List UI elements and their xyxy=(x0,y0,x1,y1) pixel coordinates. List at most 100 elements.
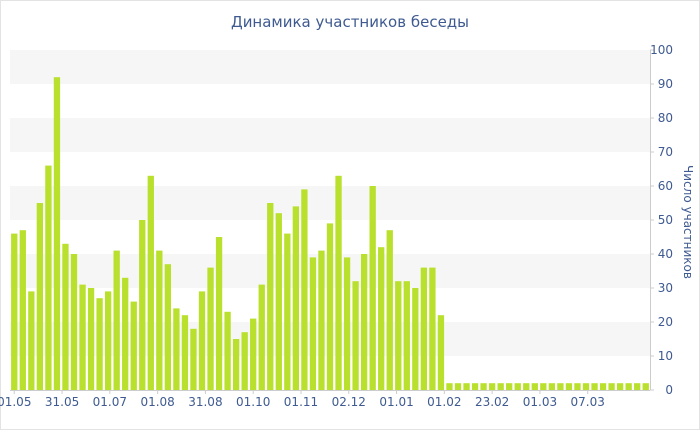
y-tick-label: 30 xyxy=(658,281,673,295)
bar xyxy=(437,315,445,390)
x-ticks: 01.05 31.05 01.07 01.08 31.08 01.10 01.11 02.12… xyxy=(0,390,605,409)
x-tick-label: 23.02 xyxy=(475,395,509,409)
bar xyxy=(574,383,581,390)
bar xyxy=(250,318,257,390)
bar xyxy=(506,383,513,390)
y-tick-label: 100 xyxy=(650,43,673,57)
bar xyxy=(360,254,368,390)
y-ticks: 0 10 20 30 40 50 60 70 80 90 100 xyxy=(650,43,673,397)
bar xyxy=(471,383,479,390)
bar xyxy=(215,237,223,390)
bar xyxy=(378,247,385,390)
x-tick-label: 31.08 xyxy=(188,395,222,409)
bar xyxy=(79,284,86,390)
grid-band xyxy=(10,50,650,84)
bar xyxy=(412,288,419,390)
bar xyxy=(181,315,189,390)
x-tick-label: 31.05 xyxy=(45,395,79,409)
bar xyxy=(45,165,52,390)
y-tick-label: 40 xyxy=(658,247,673,261)
bar xyxy=(326,223,334,390)
bar xyxy=(164,264,172,390)
grid-band xyxy=(10,118,650,152)
bar xyxy=(28,291,35,390)
bar xyxy=(232,339,240,390)
bar xyxy=(113,250,120,390)
bar xyxy=(523,383,530,390)
bar xyxy=(292,206,300,390)
bar xyxy=(352,281,359,390)
bar xyxy=(599,383,607,390)
bar xyxy=(139,220,146,390)
bar xyxy=(565,383,573,390)
bar xyxy=(11,233,18,390)
bar xyxy=(156,250,163,390)
bar xyxy=(309,257,317,390)
chart-title: Динамика участников беседы xyxy=(230,13,470,31)
bar xyxy=(267,203,274,390)
bar xyxy=(446,383,453,390)
bar xyxy=(241,332,248,390)
bar xyxy=(480,383,487,390)
x-tick-label: 01.02 xyxy=(427,395,461,409)
bar xyxy=(207,267,214,390)
bar xyxy=(301,189,308,390)
bar xyxy=(96,298,103,390)
bar xyxy=(284,233,291,390)
x-tick-label: 01.11 xyxy=(284,395,318,409)
bar xyxy=(497,383,504,390)
bar xyxy=(53,77,61,390)
bar xyxy=(557,383,564,390)
bar xyxy=(531,383,538,390)
bar xyxy=(36,203,44,390)
y-tick-label: 80 xyxy=(658,111,673,125)
bar xyxy=(190,328,197,390)
y-tick-label: 70 xyxy=(658,145,673,159)
y-tick-label: 90 xyxy=(658,77,673,91)
x-tick-label: 01.03 xyxy=(523,395,557,409)
bar xyxy=(634,383,641,390)
bar xyxy=(625,383,632,390)
bar xyxy=(591,383,598,390)
y-tick-label: 10 xyxy=(658,349,673,363)
y-tick-label: 60 xyxy=(658,179,673,193)
bar xyxy=(642,383,649,390)
bar xyxy=(548,383,556,390)
bar xyxy=(616,383,624,390)
bar xyxy=(87,288,95,390)
x-tick-label: 01.07 xyxy=(93,395,127,409)
grid-band xyxy=(10,186,650,220)
grid-bands xyxy=(10,50,650,356)
bar xyxy=(514,383,521,390)
bar xyxy=(258,284,265,390)
bar xyxy=(582,383,590,390)
bar xyxy=(454,383,462,390)
x-tick-label: 01.05 xyxy=(0,395,31,409)
bar xyxy=(70,254,78,390)
bar xyxy=(147,175,154,390)
bar xyxy=(488,383,496,390)
bar xyxy=(318,250,325,390)
bar xyxy=(104,291,112,390)
bar xyxy=(463,383,470,390)
bar xyxy=(608,383,615,390)
bar xyxy=(224,311,231,390)
bar xyxy=(198,291,206,390)
bar xyxy=(173,308,180,390)
bar xyxy=(335,175,342,390)
y-tick-label: 50 xyxy=(658,213,673,227)
bar xyxy=(386,230,393,390)
x-tick-label: 01.01 xyxy=(379,395,413,409)
x-tick-label: 07.03 xyxy=(571,395,605,409)
bar xyxy=(62,243,69,390)
bar xyxy=(275,213,282,390)
x-tick-label: 02.12 xyxy=(332,395,366,409)
bar xyxy=(395,281,402,390)
bar xyxy=(403,281,410,390)
bar xyxy=(19,230,26,390)
bar xyxy=(343,257,351,390)
x-tick-label: 01.08 xyxy=(140,395,174,409)
y-tick-label: 0 xyxy=(665,383,673,397)
y-tick-label: 20 xyxy=(658,315,673,329)
